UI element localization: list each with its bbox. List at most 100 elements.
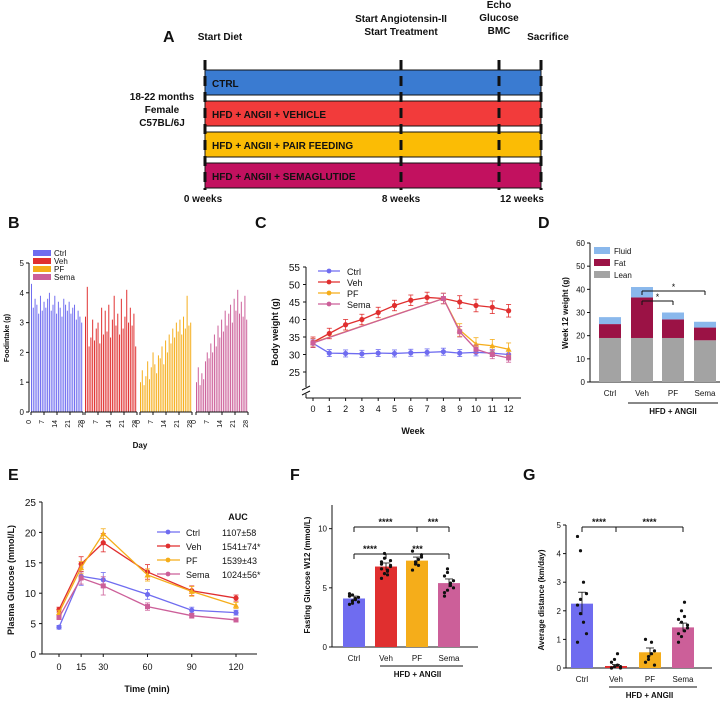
bar [438, 583, 460, 647]
legend-label: PF [54, 265, 64, 274]
food-bar [45, 307, 47, 412]
x-tick-label: 120 [228, 662, 243, 672]
data-dot [581, 580, 586, 584]
data-dot [575, 603, 580, 607]
food-bar [81, 322, 83, 412]
sig-label: *** [428, 517, 439, 527]
food-bar [240, 301, 242, 412]
food-bar [99, 343, 101, 412]
food-bar [31, 283, 32, 412]
food-bar [56, 313, 58, 412]
auc-header: AUC [228, 512, 248, 522]
food-bar [63, 298, 65, 412]
y-tick-label: 4 [20, 289, 25, 298]
data-dot [652, 649, 657, 653]
y-tick-label: 40 [289, 316, 301, 327]
food-bar [165, 340, 167, 412]
food-bar [166, 352, 168, 412]
food-bar [108, 304, 110, 412]
food-bar [228, 313, 230, 412]
legend-marker [326, 268, 332, 274]
food-bar [170, 343, 172, 412]
stacked-bar-segment [599, 337, 621, 382]
y-tick-label: 25 [289, 368, 301, 379]
week-label: 0 weeks [184, 194, 223, 205]
data-dot [575, 640, 580, 644]
data-dot [385, 573, 390, 577]
food-bar [77, 310, 79, 412]
data-point [473, 346, 479, 352]
data-point [78, 564, 85, 571]
stacked-bar-segment [599, 324, 621, 338]
data-dot [609, 660, 614, 664]
x-tick-label: 7 [425, 404, 430, 414]
data-point [457, 329, 463, 335]
x-tick-label: 7 [39, 420, 46, 424]
data-point [310, 340, 316, 346]
food-bar [233, 298, 235, 412]
panel-c-letter: C [255, 215, 267, 232]
legend-label: Sema [347, 300, 371, 310]
y-tick-label: 20 [25, 528, 37, 539]
x-tick-label: 21 [119, 420, 126, 428]
data-dot [649, 640, 654, 644]
group-label: HFD + ANGII + PAIR FEEDING [212, 141, 353, 152]
food-bar [102, 334, 104, 412]
food-bar [168, 334, 170, 412]
food-bar [221, 319, 223, 412]
data-point [233, 610, 239, 616]
food-bar [57, 301, 59, 412]
x-tick-label: 60 [142, 662, 152, 672]
data-dot [379, 560, 384, 564]
food-bar [128, 322, 130, 412]
series-line [58, 532, 237, 613]
food-bar [156, 373, 158, 412]
legend-swatch [33, 266, 51, 272]
y-tick-label: 50 [289, 281, 301, 292]
data-dot [410, 568, 415, 572]
legend-label: Ctrl [54, 249, 67, 258]
data-dot [679, 620, 684, 624]
x-tick-label: PF [668, 389, 678, 398]
data-point [145, 604, 150, 610]
legend-label: Fat [614, 259, 626, 268]
data-dot [451, 579, 456, 583]
y-tick-label: 0 [30, 650, 36, 661]
food-bar [43, 301, 45, 412]
axis-break [301, 385, 311, 391]
data-dot [442, 594, 447, 598]
x-tick-label: 7 [93, 420, 100, 424]
food-bar [38, 313, 40, 412]
food-bar [101, 307, 103, 412]
data-dot [448, 581, 453, 585]
event-label: BMC [488, 26, 511, 37]
data-dot [350, 601, 355, 605]
food-bar [113, 295, 115, 412]
data-dot [615, 652, 620, 656]
food-bar [48, 292, 50, 412]
food-bar [95, 328, 97, 412]
stacked-bar-segment [694, 327, 716, 341]
data-point [375, 309, 381, 316]
data-point [144, 591, 151, 598]
food-bar [141, 370, 143, 412]
food-bar [208, 358, 210, 412]
data-point [78, 575, 84, 581]
y-tick-label: 45 [289, 298, 301, 309]
y-tick-label: 4 [557, 550, 562, 559]
y-tick-label: 5 [323, 584, 328, 593]
data-point [506, 355, 512, 361]
food-bar [175, 322, 177, 412]
group-label: HFD + ANGII + VEHICLE [212, 110, 326, 121]
data-dot [615, 663, 620, 667]
food-bar [104, 310, 106, 412]
x-tick-label: Ctrl [576, 675, 589, 684]
food-bar [70, 313, 72, 412]
event-label: Start Diet [198, 32, 243, 43]
food-bar [47, 298, 49, 412]
x-tick-label: Sema [695, 389, 716, 398]
data-point [424, 349, 430, 355]
legend-marker [165, 557, 171, 563]
